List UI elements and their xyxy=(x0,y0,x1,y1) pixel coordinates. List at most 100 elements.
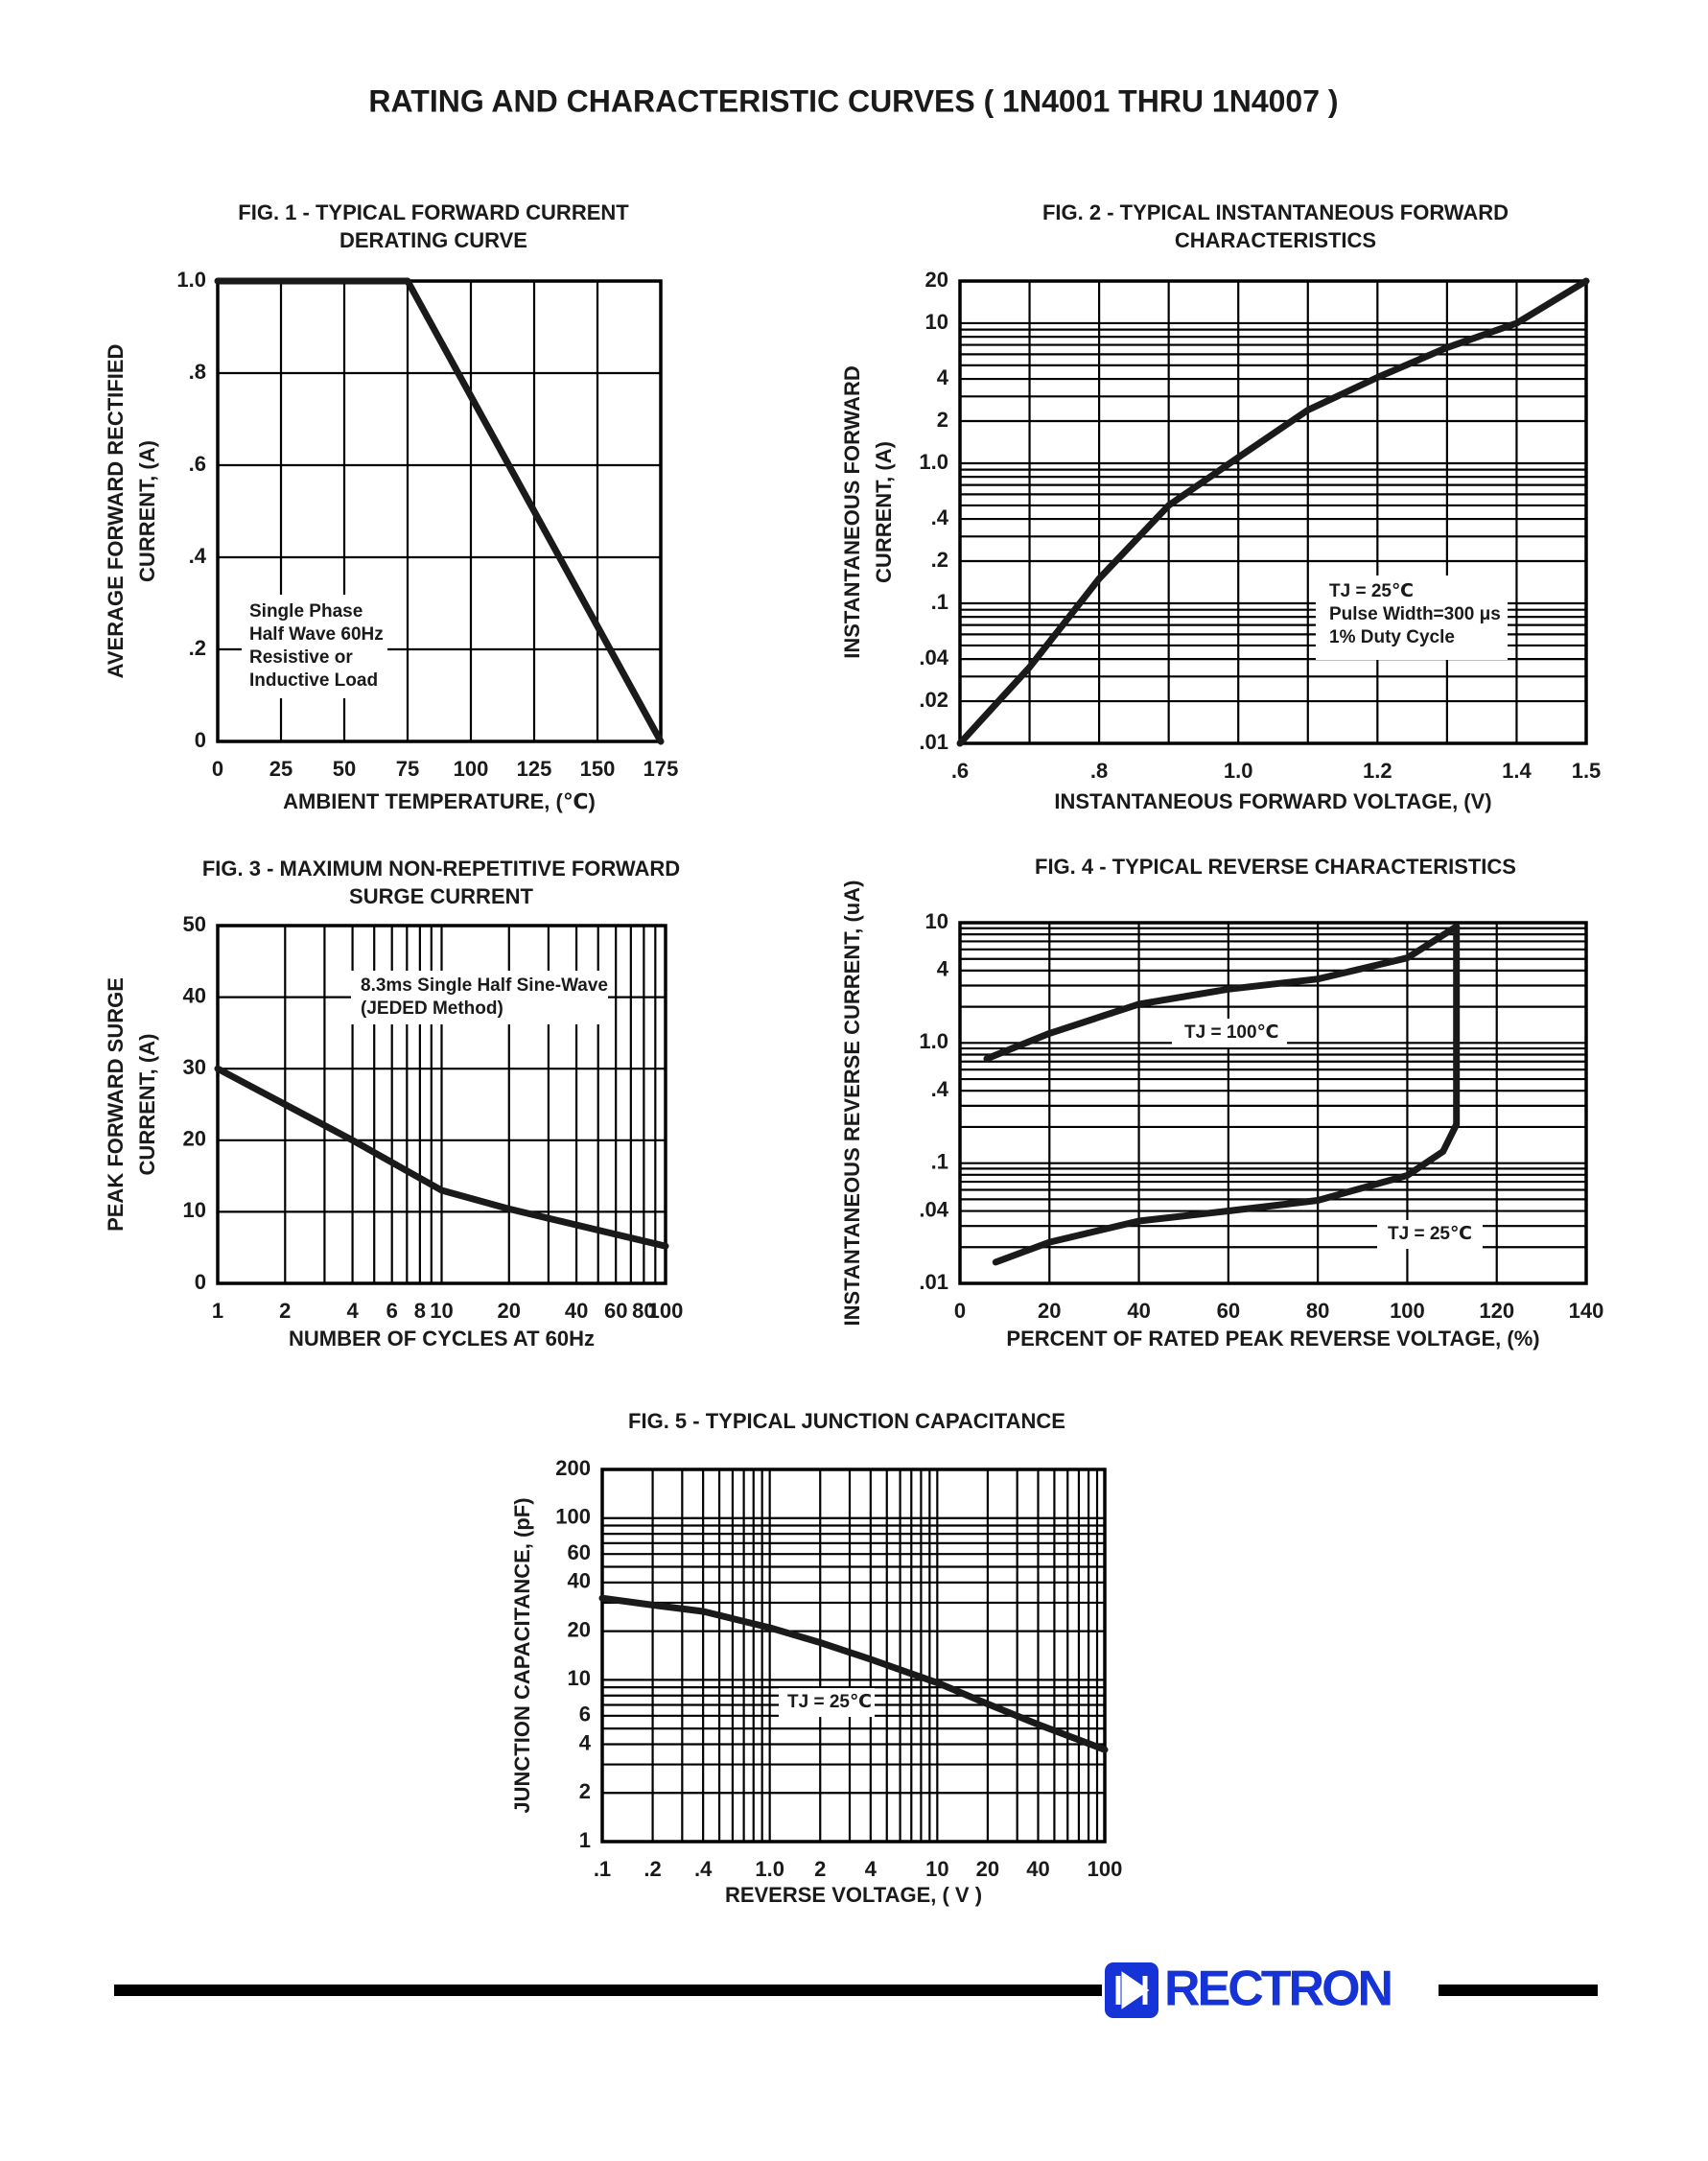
y-tick-label: 2 xyxy=(937,408,948,432)
y-tick-label: 10 xyxy=(183,1198,206,1222)
y-axis-label: PEAK FORWARD SURGE xyxy=(104,977,128,1232)
x-tick-label: 50 xyxy=(333,757,356,781)
y-tick-label: 40 xyxy=(568,1569,591,1593)
x-tick-label: 40 xyxy=(1026,1857,1049,1881)
y-tick-label: 50 xyxy=(183,912,206,936)
chart-title: FIG. 3 - MAXIMUM NON-REPETITIVE FORWARD xyxy=(202,857,680,881)
x-tick-label: 150 xyxy=(580,757,616,781)
annotation: 8.3ms Single Half Sine-Wave xyxy=(361,975,608,996)
annotation: Resistive or xyxy=(249,647,353,668)
y-axis-label: INSTANTANEOUS FORWARD xyxy=(840,365,864,659)
y-tick-label: .1 xyxy=(931,1149,948,1173)
x-tick-label: 125 xyxy=(517,757,552,781)
annotation: Single Phase xyxy=(249,601,363,622)
y-tick-label: 1.0 xyxy=(176,268,206,292)
y-tick-label: 6 xyxy=(579,1703,591,1726)
annotation: 1% Duty Cycle xyxy=(1329,627,1455,647)
y-tick-label: .02 xyxy=(919,688,948,712)
y-tick-label: 10 xyxy=(568,1666,591,1690)
label-box xyxy=(1377,1220,1483,1249)
x-tick-label: 175 xyxy=(643,757,679,781)
chart: FIG. 1 - TYPICAL FORWARD CURRENT DERATING… xyxy=(104,200,679,813)
logo-diode xyxy=(1115,1971,1150,2009)
series-label: TJ = 25℃ xyxy=(1388,1224,1472,1244)
y-tick-label: 2 xyxy=(579,1779,591,1803)
plot-frame xyxy=(216,924,667,1285)
y-tick-label: 4 xyxy=(937,957,949,981)
x-tick-label: 10 xyxy=(430,1299,453,1323)
chart-title: CHARACTERISTICS xyxy=(1175,228,1376,252)
x-axis-label: AMBIENT TEMPERATURE, (℃) xyxy=(283,789,596,813)
chart: FIG. 4 - TYPICAL REVERSE CHARACTERISTICS… xyxy=(840,855,1604,1351)
y-tick-label: 30 xyxy=(183,1055,206,1079)
chart: FIG. 3 - MAXIMUM NON-REPETITIVE FORWARD S… xyxy=(104,857,684,1351)
x-tick-label: 1.5 xyxy=(1572,759,1602,783)
x-tick-label: 40 xyxy=(1127,1299,1150,1323)
y-tick-label: 10 xyxy=(925,310,948,334)
annotation: Half Wave 60Hz xyxy=(249,624,384,645)
x-tick-label: .4 xyxy=(694,1857,713,1881)
y-tick-label: 200 xyxy=(555,1456,591,1480)
y-axis-label: JUNCTION CAPACITANCE, (pF) xyxy=(510,1497,534,1813)
x-tick-label: 1.2 xyxy=(1363,759,1392,783)
y-tick-label: 20 xyxy=(568,1617,591,1641)
x-tick-label: 6 xyxy=(386,1299,398,1323)
y-tick-label: 0 xyxy=(195,728,206,752)
y-tick-label: .01 xyxy=(919,730,948,754)
y-tick-label: 1 xyxy=(579,1828,591,1852)
annotation: (JEDED Method) xyxy=(361,998,503,1019)
chart-title: FIG. 2 - TYPICAL INSTANTANEOUS FORWARD xyxy=(1042,200,1509,224)
chart: FIG. 2 - TYPICAL INSTANTANEOUS FORWARD CH… xyxy=(840,200,1601,813)
y-tick-label: 20 xyxy=(183,1127,206,1151)
curve xyxy=(983,923,1461,1063)
annotation-box xyxy=(351,971,608,1024)
x-tick-label: 4 xyxy=(865,1857,877,1881)
x-tick-label: 1 xyxy=(212,1299,223,1323)
x-tick-label: 25 xyxy=(269,757,292,781)
chart-title: DERATING CURVE xyxy=(339,228,527,252)
annotation: TJ = 25℃ xyxy=(1329,581,1414,601)
x-tick-label: 2 xyxy=(279,1299,291,1323)
y-tick-label: .2 xyxy=(931,548,948,572)
x-tick-label: 1.0 xyxy=(1224,759,1253,783)
x-tick-label: .6 xyxy=(951,759,969,783)
x-tick-label: 80 xyxy=(632,1299,655,1323)
x-tick-label: 4 xyxy=(346,1299,359,1323)
x-tick-label: 20 xyxy=(976,1857,999,1881)
x-axis-label: REVERSE VOLTAGE, ( V ) xyxy=(725,1883,982,1907)
x-axis-label: PERCENT OF RATED PEAK REVERSE VOLTAGE, (… xyxy=(1006,1327,1539,1351)
y-tick-label: .04 xyxy=(919,646,948,669)
x-tick-label: 120 xyxy=(1479,1299,1514,1323)
chart-title: FIG. 5 - TYPICAL JUNCTION CAPACITANCE xyxy=(628,1409,1065,1433)
x-tick-label: 8 xyxy=(414,1299,426,1323)
logo-text: RECTRON xyxy=(1164,1961,1392,2017)
annotation: TJ = 25℃ xyxy=(787,1692,872,1712)
y-tick-label: 100 xyxy=(555,1505,591,1529)
y-tick-label: 10 xyxy=(925,909,948,933)
y-tick-label: 4 xyxy=(937,365,949,389)
curve xyxy=(992,923,1461,1266)
chart-title: FIG. 1 - TYPICAL FORWARD CURRENT xyxy=(238,200,629,224)
y-axis-label: INSTANTANEOUS REVERSE CURRENT, (uA) xyxy=(840,881,864,1327)
y-tick-label: .1 xyxy=(931,590,948,614)
y-tick-label: 0 xyxy=(195,1270,206,1294)
x-tick-label: 40 xyxy=(565,1299,588,1323)
curve xyxy=(598,1594,1109,1753)
page-title: RATING AND CHARACTERISTIC CURVES ( 1N400… xyxy=(368,83,1338,118)
x-tick-label: .1 xyxy=(594,1857,611,1881)
y-axis-label: CURRENT, (A) xyxy=(872,441,896,583)
chart-title: FIG. 4 - TYPICAL REVERSE CHARACTERISTICS xyxy=(1035,855,1516,879)
plot-frame xyxy=(958,279,1588,745)
y-tick-label: 60 xyxy=(568,1540,591,1564)
y-tick-label: .4 xyxy=(931,505,949,529)
x-tick-label: 60 xyxy=(1217,1299,1240,1323)
x-tick-label: 100 xyxy=(1390,1299,1425,1323)
x-tick-label: 1.0 xyxy=(755,1857,784,1881)
x-tick-label: 100 xyxy=(1088,1857,1123,1881)
x-tick-label: 140 xyxy=(1569,1299,1604,1323)
y-axis-label: CURRENT, (A) xyxy=(135,1034,159,1176)
curve xyxy=(214,1065,669,1250)
y-tick-label: .2 xyxy=(189,636,206,660)
y-tick-label: .8 xyxy=(189,360,206,384)
